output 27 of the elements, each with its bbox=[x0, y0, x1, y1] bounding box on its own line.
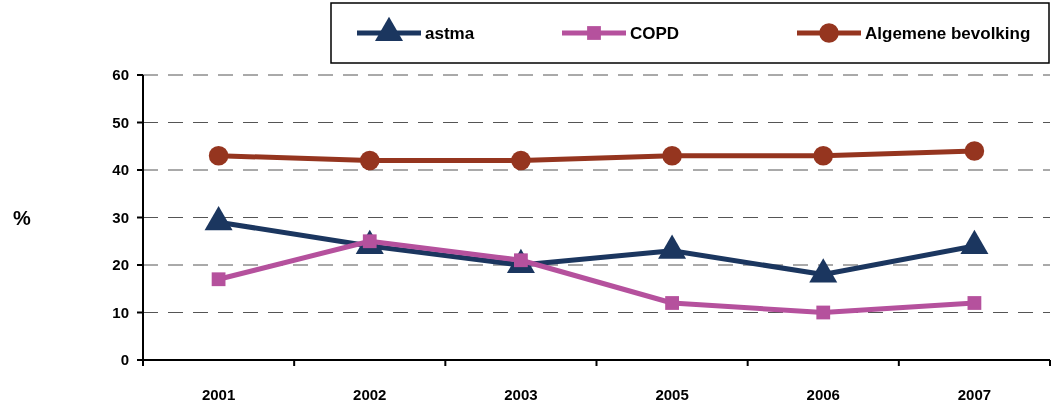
y-tick-label: 10 bbox=[112, 303, 129, 321]
x-tick-label: 2003 bbox=[504, 386, 538, 403]
y-tick-label: 50 bbox=[112, 113, 129, 131]
x-tick-label: 2005 bbox=[655, 386, 689, 403]
legend-label: astma bbox=[425, 23, 475, 43]
point bbox=[665, 296, 679, 310]
x-tick-label: 2007 bbox=[957, 386, 992, 403]
y-tick-label: 0 bbox=[120, 351, 129, 369]
point bbox=[208, 146, 229, 166]
point bbox=[964, 141, 985, 161]
y-tick-label: 20 bbox=[112, 256, 129, 274]
x-tick-label: 2001 bbox=[201, 386, 236, 403]
y-tick-label: 60 bbox=[112, 66, 129, 84]
point bbox=[662, 146, 682, 166]
legend-label: COPD bbox=[630, 23, 680, 43]
point bbox=[511, 150, 531, 171]
y-tick-label: 30 bbox=[112, 208, 129, 226]
x-tick-label: 2006 bbox=[806, 386, 840, 403]
y-axis-title: % bbox=[13, 206, 32, 229]
point bbox=[967, 296, 982, 310]
point bbox=[359, 150, 380, 171]
point bbox=[211, 272, 226, 287]
x-tick-label: 2002 bbox=[353, 386, 387, 403]
legend-label: Algemene bevolking bbox=[865, 23, 1031, 43]
y-tick-label: 40 bbox=[112, 161, 129, 179]
point bbox=[816, 305, 831, 320]
point bbox=[813, 146, 834, 166]
